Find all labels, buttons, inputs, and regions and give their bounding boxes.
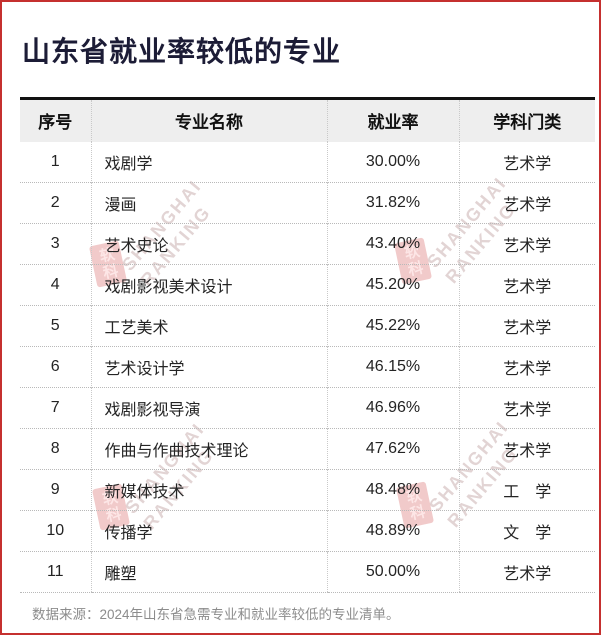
table-row: 4 戏剧影视美术设计 45.20% 艺术学 <box>20 264 595 306</box>
table-row: 3 艺术史论 43.40% 艺术学 <box>20 223 595 265</box>
cell-index: 10 <box>20 510 91 552</box>
cell-index: 8 <box>20 428 91 470</box>
cell-rate: 43.40% <box>326 223 459 265</box>
cell-major: 戏剧学 <box>90 141 327 183</box>
cell-major: 作曲与作曲技术理论 <box>90 428 327 470</box>
table-row: 8 作曲与作曲技术理论 47.62% 艺术学 <box>20 428 595 470</box>
cell-rate: 48.89% <box>326 510 459 552</box>
cell-major: 戏剧影视导演 <box>90 387 327 429</box>
column-header-rate: 就业率 <box>326 98 459 142</box>
source-note: 数据来源：2024年山东省急需专业和就业率较低的专业清单。 <box>20 593 595 633</box>
cell-rate: 46.15% <box>326 346 459 388</box>
column-header-index: 序号 <box>20 98 91 142</box>
cell-index: 9 <box>20 469 91 511</box>
cell-index: 7 <box>20 387 91 429</box>
cell-category: 艺术学 <box>458 428 595 470</box>
cell-major: 艺术设计学 <box>90 346 327 388</box>
cell-category: 艺术学 <box>458 305 595 347</box>
cell-category: 艺术学 <box>458 387 595 429</box>
cell-rate: 50.00% <box>326 551 459 593</box>
cell-category: 艺术学 <box>458 223 595 265</box>
table-row: 11 雕塑 50.00% 艺术学 <box>20 551 595 593</box>
cell-rate: 45.22% <box>326 305 459 347</box>
cell-major: 漫画 <box>90 182 327 224</box>
cell-category: 文 学 <box>458 510 595 552</box>
cell-index: 2 <box>20 182 91 224</box>
cell-category: 艺术学 <box>458 264 595 306</box>
cell-rate: 46.96% <box>326 387 459 429</box>
table-row: 6 艺术设计学 46.15% 艺术学 <box>20 346 595 388</box>
cell-major: 艺术史论 <box>90 223 327 265</box>
table-header-row: 序号 专业名称 就业率 学科门类 <box>20 98 595 142</box>
cell-index: 5 <box>20 305 91 347</box>
table-row: 5 工艺美术 45.22% 艺术学 <box>20 305 595 347</box>
data-table: 序号 专业名称 就业率 学科门类 1 戏剧学 30.00% 艺术学 2 漫画 31.82% 艺术学 3… <box>20 97 595 593</box>
table-row: 1 戏剧学 30.00% 艺术学 <box>20 141 595 183</box>
cell-rate: 30.00% <box>326 141 459 183</box>
cell-category: 艺术学 <box>458 551 595 593</box>
cell-rate: 31.82% <box>326 182 459 224</box>
cell-index: 4 <box>20 264 91 306</box>
cell-category: 工 学 <box>458 469 595 511</box>
cell-index: 11 <box>20 551 91 593</box>
column-header-category: 学科门类 <box>458 98 595 142</box>
employment-rate-table: 序号 专业名称 就业率 学科门类 1 戏剧学 30.00% 艺术学 2 漫画 31.82% 艺术学 3… <box>20 97 595 633</box>
table-row: 7 戏剧影视导演 46.96% 艺术学 <box>20 387 595 429</box>
cell-index: 3 <box>20 223 91 265</box>
cell-major: 新媒体技术 <box>90 469 327 511</box>
cell-rate: 47.62% <box>326 428 459 470</box>
cell-category: 艺术学 <box>458 182 595 224</box>
cell-major: 戏剧影视美术设计 <box>90 264 327 306</box>
cell-major: 工艺美术 <box>90 305 327 347</box>
column-header-major: 专业名称 <box>90 98 327 142</box>
cell-rate: 48.48% <box>326 469 459 511</box>
table-row: 2 漫画 31.82% 艺术学 <box>20 182 595 224</box>
cell-index: 6 <box>20 346 91 388</box>
page-title: 山东省就业率较低的专业 <box>22 36 342 67</box>
table-row: 10 传播学 48.89% 文 学 <box>20 510 595 552</box>
cell-major: 雕塑 <box>90 551 327 593</box>
cell-category: 艺术学 <box>458 346 595 388</box>
cell-category: 艺术学 <box>458 141 595 183</box>
table-row: 9 新媒体技术 48.48% 工 学 <box>20 469 595 511</box>
cell-index: 1 <box>50 152 60 170</box>
cell-rate: 45.20% <box>326 264 459 306</box>
cell-major: 传播学 <box>90 510 327 552</box>
